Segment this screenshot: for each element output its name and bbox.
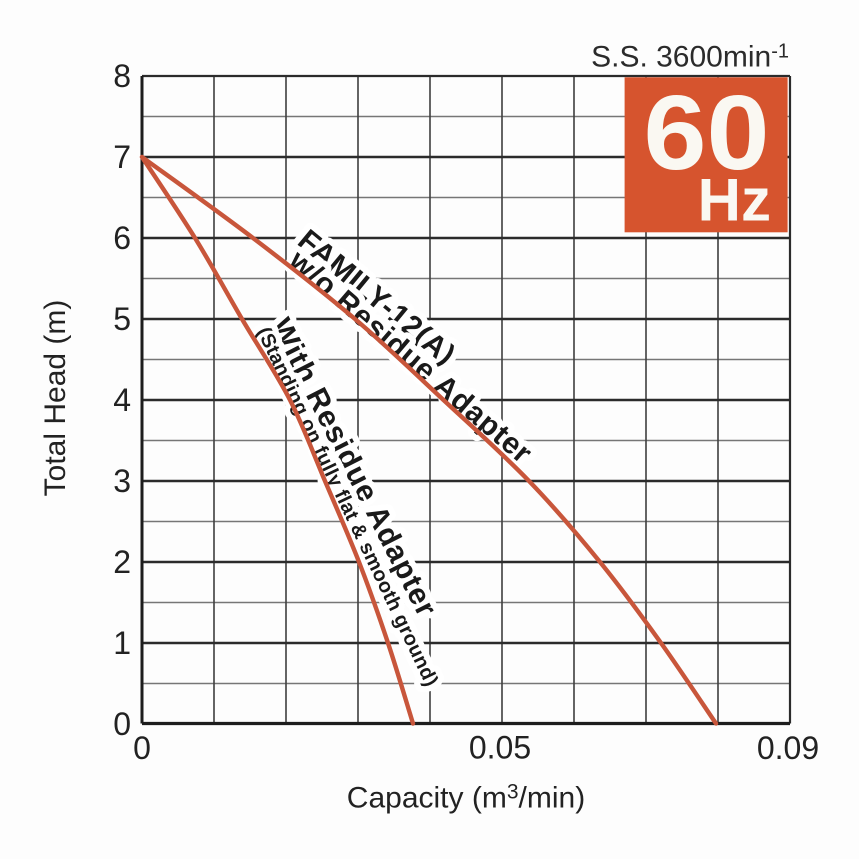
svg-text:8: 8 (113, 58, 131, 94)
svg-text:Capacity (m3/min): Capacity (m3/min) (347, 781, 585, 815)
svg-text:4: 4 (113, 382, 131, 418)
svg-text:60: 60 (644, 74, 770, 192)
svg-text:7: 7 (113, 139, 131, 175)
svg-text:0.05: 0.05 (469, 730, 531, 766)
svg-text:3: 3 (113, 463, 131, 499)
svg-text:2: 2 (113, 544, 131, 580)
svg-text:S.S. 3600min-1: S.S. 3600min-1 (591, 41, 789, 74)
svg-text:0: 0 (113, 706, 131, 742)
svg-text:0.09: 0.09 (757, 730, 819, 766)
svg-text:Hz: Hz (698, 167, 771, 234)
svg-text:Total Head (m): Total Head (m) (39, 300, 72, 497)
svg-text:5: 5 (113, 301, 131, 337)
svg-text:0: 0 (133, 730, 151, 766)
svg-text:6: 6 (113, 220, 131, 256)
svg-text:1: 1 (113, 625, 131, 661)
